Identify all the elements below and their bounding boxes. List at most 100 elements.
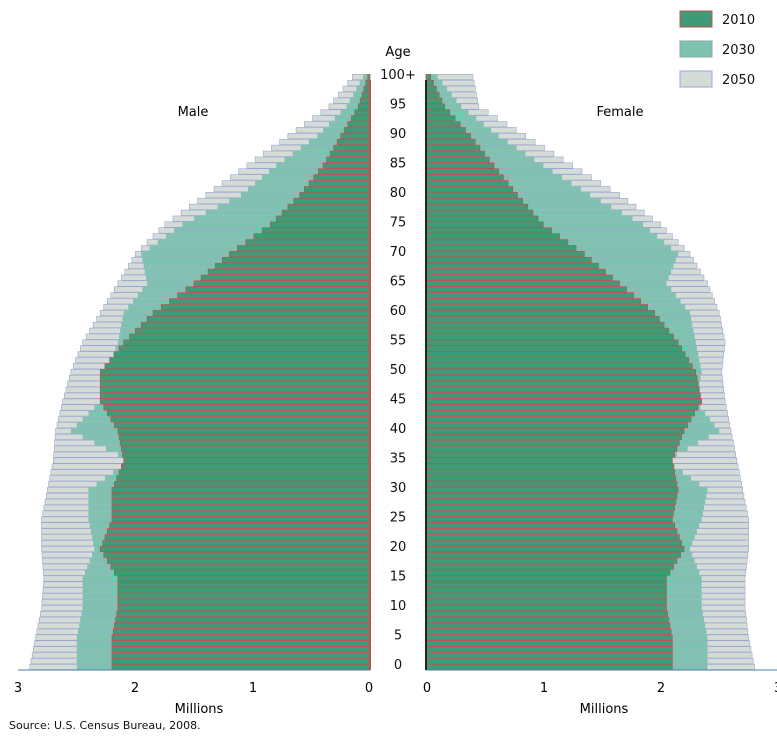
bar-female-2010-age-98 [425, 85, 437, 92]
bar-female-2010-age-38 [425, 439, 680, 446]
bar-male-2010-age-49 [99, 374, 371, 381]
bar-male-2010-age-55 [123, 339, 371, 346]
age-tick-label: 15 [390, 570, 407, 585]
bar-female-2010-age-76 [425, 215, 539, 222]
bar-female-2010-age-97 [425, 91, 440, 98]
bar-male-2010-age-33 [118, 469, 371, 476]
age-tick-label: 40 [390, 422, 407, 437]
age-tick-label: 70 [390, 245, 407, 260]
bar-male-2010-age-91 [343, 127, 371, 134]
bar-male-2010-age-60 [152, 310, 371, 317]
bar-female-2010-age-46 [425, 392, 701, 399]
bar-male-2010-age-89 [336, 138, 371, 145]
bar-female-2010-age-5 [425, 634, 673, 641]
bar-male-2010-age-3 [111, 646, 371, 653]
bar-female-2010-age-61 [425, 304, 648, 311]
bar-male-2010-age-79 [293, 197, 371, 204]
bar-female-2010-age-48 [425, 380, 699, 387]
bar-male-2010-age-19 [103, 551, 371, 558]
bar-female-2010-age-6 [425, 628, 672, 635]
source-note: Source: U.S. Census Bureau, 2008. [9, 719, 201, 732]
bar-male-2010-age-73 [253, 233, 371, 240]
bar-male-2010-age-67 [207, 268, 371, 275]
age-tick-label: 65 [390, 275, 407, 290]
x-tick-left: 2 [131, 681, 139, 696]
age-tick-label: 25 [390, 511, 407, 526]
age-tick-label: 85 [390, 157, 407, 172]
bar-female-2010-age-51 [425, 363, 693, 370]
bar-male-2010-age-58 [140, 321, 371, 328]
bar-male-2010-age-95 [357, 103, 371, 110]
bar-male-2010-age-7 [113, 622, 371, 629]
bar-male-2010-age-69 [221, 256, 371, 263]
bar-female-2010-age-82 [425, 180, 509, 187]
legend-label-2030: 2030 [722, 43, 755, 58]
x-tick-right: 2 [657, 681, 665, 696]
bar-female-2010-age-81 [425, 186, 514, 193]
bar-female-2010-age-56 [425, 333, 674, 340]
bar-male-2010-age-77 [281, 209, 371, 216]
legend-swatch-2050 [679, 70, 713, 88]
bar-female-2010-age-70 [425, 251, 585, 258]
bar-male-2010-age-10 [117, 605, 371, 612]
age-tick-label: 0 [394, 658, 402, 673]
bar-female-2010-age-75 [425, 221, 544, 228]
bar-female-2010-age-78 [425, 203, 529, 210]
age-tick-label: 20 [390, 540, 407, 555]
bar-male-2010-age-74 [261, 227, 371, 234]
bar-female-2010-age-90 [425, 133, 471, 140]
bar-female-2010-age-66 [425, 274, 613, 281]
bar-male-2010-age-96 [359, 97, 371, 104]
bar-female-2010-age-94 [425, 109, 451, 116]
bar-female-2010-age-35 [425, 457, 673, 464]
bar-female-2010-age-17 [425, 563, 674, 570]
bar-female-2010-age-49 [425, 374, 698, 381]
bar-female-2010-age-71 [425, 245, 577, 252]
age-tick-labels: 0 5 10 15 20 25 30 35 40 45 50 55 60 65 70 75 80 85 90 95 10… [380, 68, 416, 673]
bar-male-2010-age-12 [117, 593, 371, 600]
bar-female-2010-age-8 [425, 616, 670, 623]
bar-male-2010-age-21 [102, 540, 371, 547]
bar-male-2010-age-34 [121, 463, 371, 470]
bar-female-2010-age-4 [425, 640, 673, 647]
bar-female-2010-age-99 [425, 79, 434, 86]
bar-female-2010-age-3 [425, 646, 673, 653]
age-tick-label: 100+ [380, 68, 416, 83]
bar-female-2010-age-74 [425, 227, 552, 234]
bar-female-2010-age-11 [425, 599, 667, 606]
bar-male-2010-age-36 [122, 451, 371, 458]
bar-female-2010-age-100 [425, 74, 431, 81]
bar-male-2010-age-71 [237, 245, 371, 252]
age-tick-label: 45 [390, 393, 407, 408]
bar-male-2010-age-1 [111, 658, 371, 665]
bar-male-2010-age-0 [111, 664, 371, 671]
bar-female-2010-age-73 [425, 233, 561, 240]
bar-female-2010-age-62 [425, 298, 641, 305]
bar-female-2010-age-21 [425, 540, 683, 547]
bar-male-2010-age-54 [118, 345, 371, 352]
bar-female-2010-age-25 [425, 516, 673, 523]
bar-male-2010-age-8 [115, 616, 371, 623]
bar-female-2010-age-18 [425, 557, 678, 564]
bar-male-2010-age-44 [103, 404, 371, 411]
bar-male-2010-age-56 [129, 333, 371, 340]
bar-male-2010-age-41 [113, 422, 371, 429]
bar-male-2010-age-66 [200, 274, 371, 281]
legend-label-2050: 2050 [722, 73, 755, 88]
bar-male-2010-age-84 [318, 168, 371, 175]
bar-male-2010-age-68 [214, 262, 371, 269]
bar-female-2010-age-24 [425, 522, 675, 529]
bar-female-2010-age-96 [425, 97, 443, 104]
bar-male-2010-age-75 [269, 221, 371, 228]
bar-female-2010-age-22 [425, 534, 680, 541]
bar-male-2010-age-30 [111, 487, 371, 494]
legend-swatch-2010 [679, 10, 713, 28]
bar-male-2010-age-13 [117, 587, 371, 594]
center-axis-label: Age [385, 45, 410, 60]
age-tick-label: 95 [390, 98, 407, 113]
bar-male-2010-age-87 [329, 150, 371, 157]
age-tick-label: 35 [390, 452, 407, 467]
bar-female-2010-age-2 [425, 652, 673, 659]
bar-female-2010-age-28 [425, 498, 677, 505]
